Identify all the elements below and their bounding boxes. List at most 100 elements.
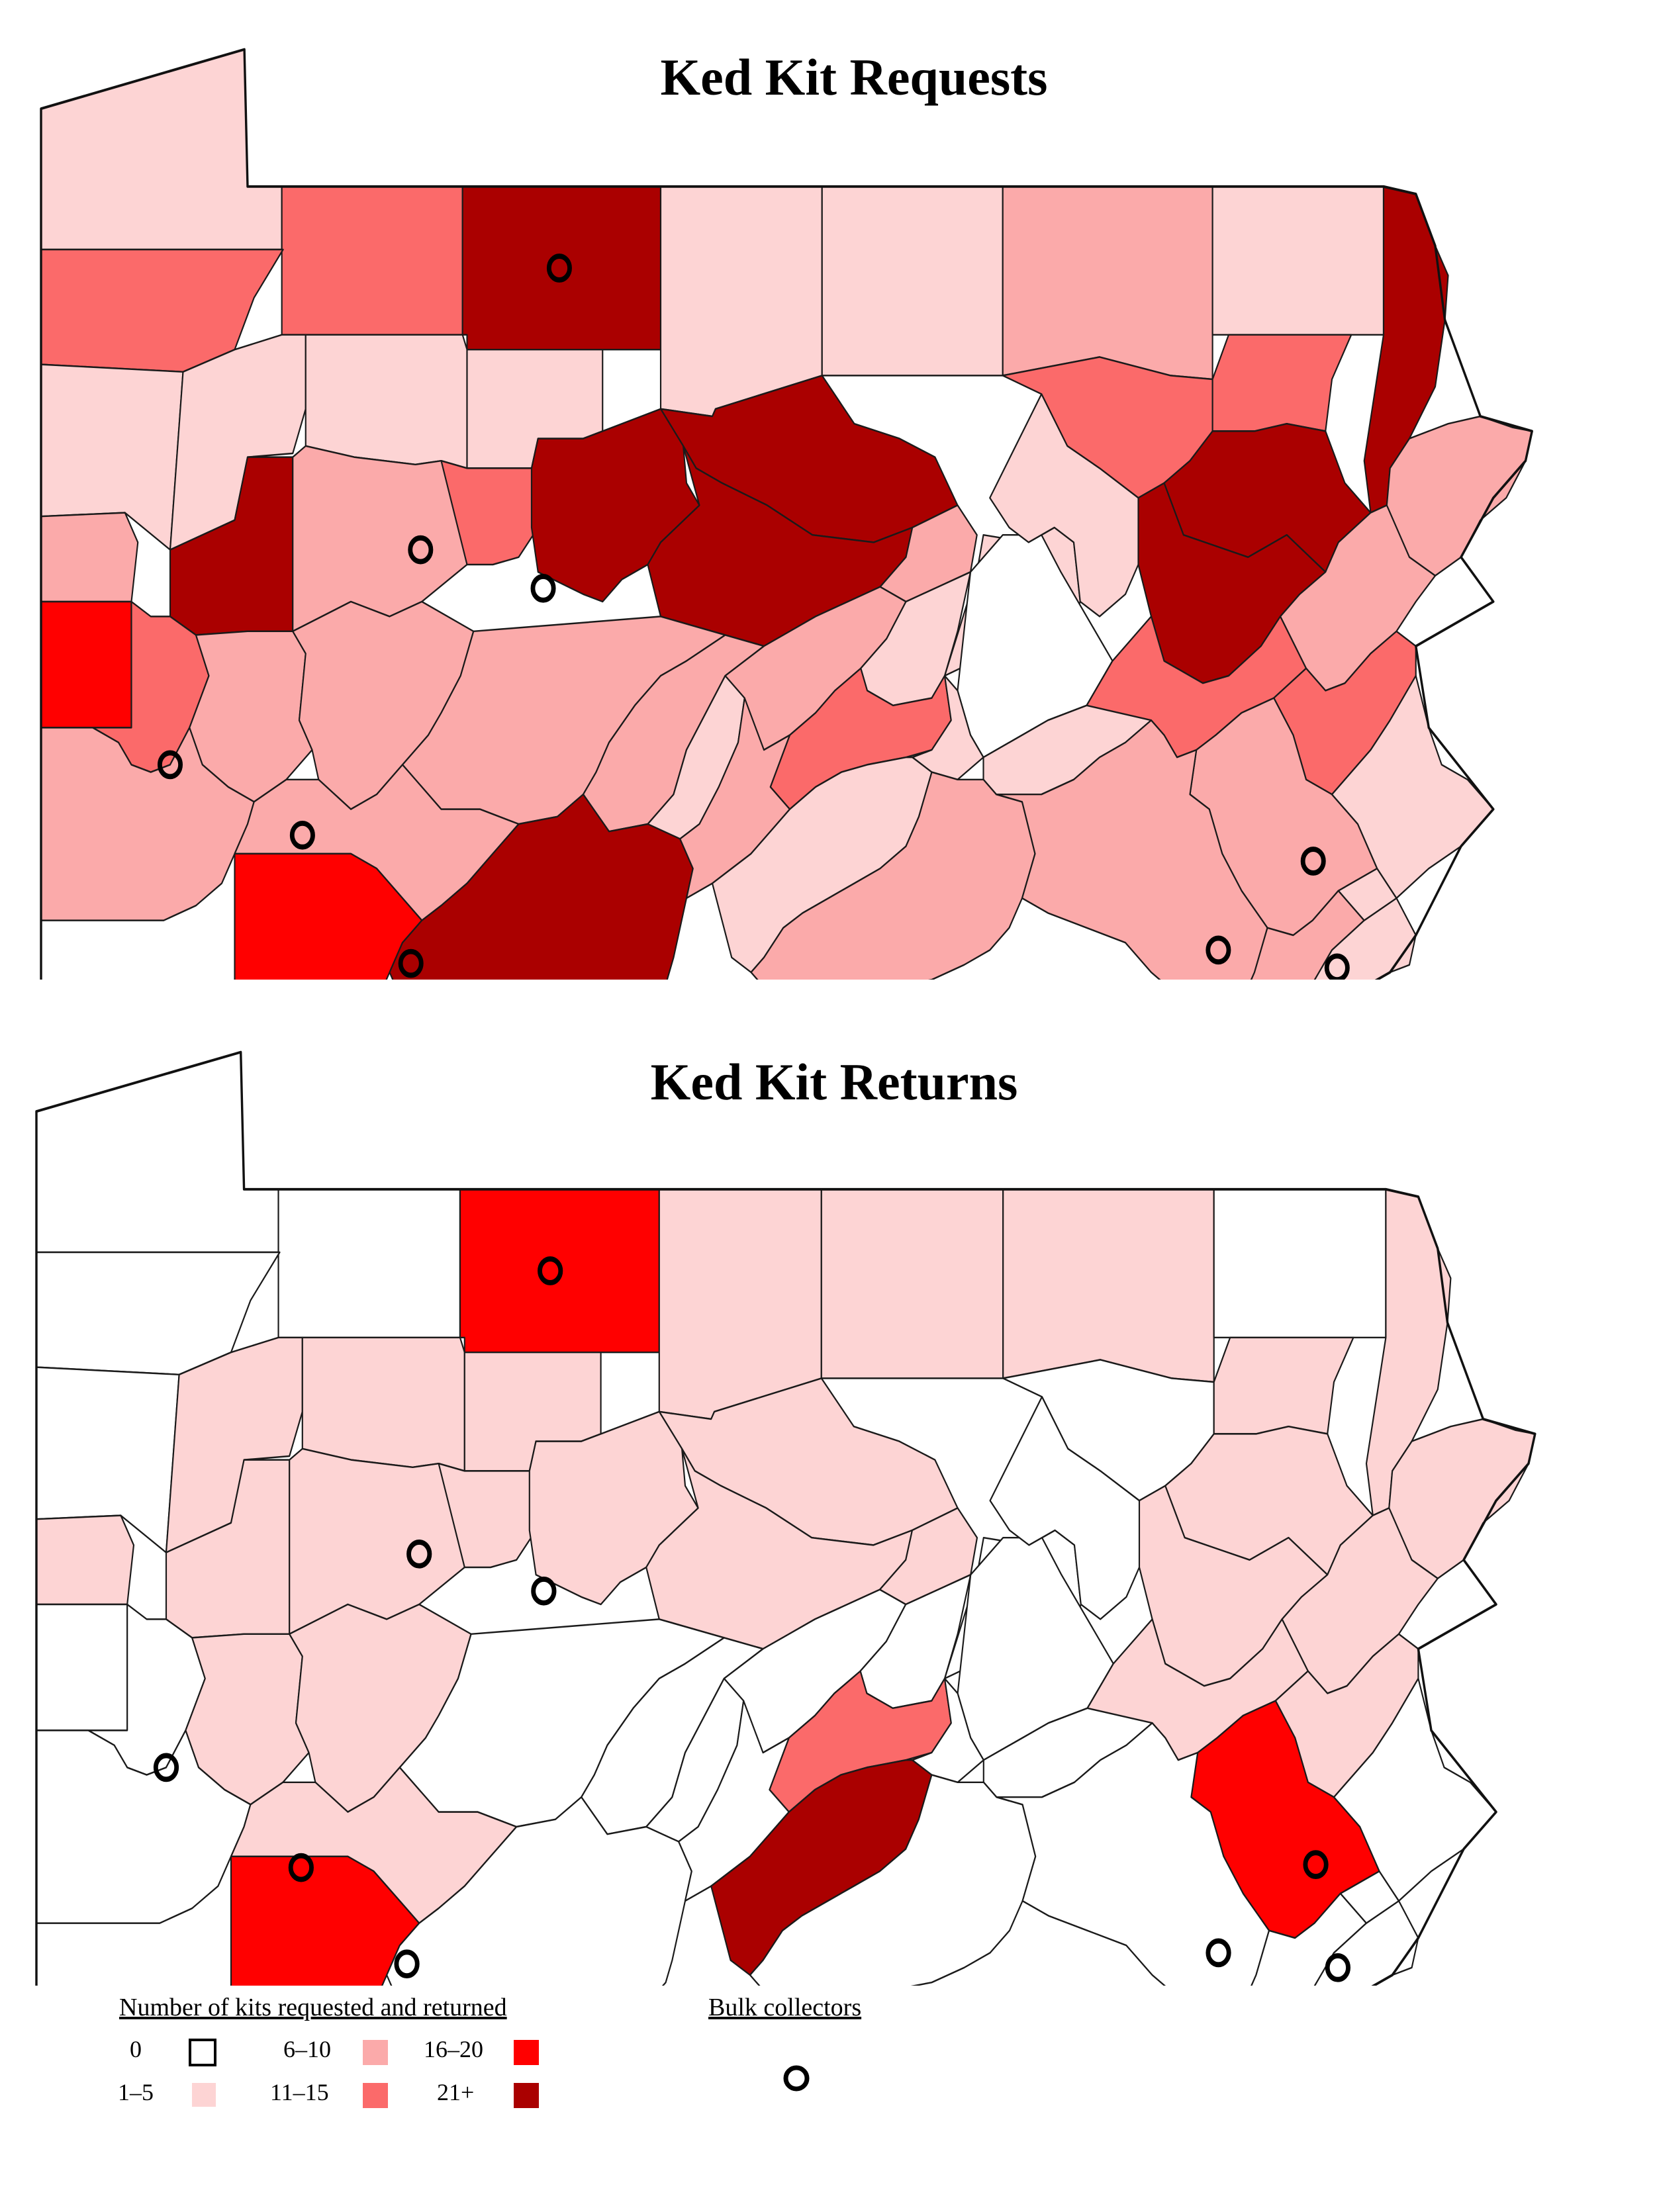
returns-county-r11 bbox=[165, 1336, 303, 1553]
legend-label-4: 16–20 bbox=[424, 2036, 483, 2062]
returns-county-r54 bbox=[1251, 1892, 1368, 1986]
returns-county-r21 bbox=[289, 1448, 465, 1636]
returns-county-r20 bbox=[165, 1459, 291, 1639]
returns-county-r26 bbox=[943, 1529, 1082, 1680]
legend-swatch-1 bbox=[192, 2083, 216, 2107]
returns-county-r7 bbox=[1213, 1188, 1387, 1339]
returns-county-r6 bbox=[1002, 1188, 1215, 1383]
returns-county-r18 bbox=[1388, 1418, 1536, 1580]
requests-bulk-collector-icon bbox=[1324, 953, 1350, 980]
returns-county-r48 bbox=[386, 1796, 692, 1986]
returns-county-r32 bbox=[35, 1603, 206, 1776]
requests-bulk-collector-icon bbox=[1206, 935, 1231, 965]
returns-county-r33 bbox=[185, 1633, 310, 1806]
returns-county-r42 bbox=[1086, 1618, 1309, 1761]
returns-county-r40 bbox=[911, 1677, 984, 1784]
returns-county-r45 bbox=[35, 1729, 252, 1924]
returns-county-r56 bbox=[1339, 1870, 1400, 1924]
returns-county-r9 bbox=[35, 1251, 281, 1376]
returns-county-r12 bbox=[301, 1336, 465, 1472]
requests-county-r18 bbox=[1386, 415, 1533, 577]
returns-county-r23 bbox=[528, 1410, 699, 1606]
requests-bulk-collector-icon bbox=[1300, 847, 1326, 876]
requests-bulk-collector-icon bbox=[398, 948, 424, 978]
returns-county-r25 bbox=[878, 1507, 978, 1606]
requests-county-r6 bbox=[1002, 185, 1213, 381]
returns-county-r27 bbox=[957, 1536, 1114, 1761]
requests-bulk-collector-icon bbox=[408, 535, 434, 565]
returns-bulk-collector-icon bbox=[288, 1853, 314, 1882]
returns-county-r47 bbox=[230, 1855, 420, 1986]
returns-county-r15 bbox=[1002, 1359, 1215, 1502]
requests-county-r16 bbox=[1211, 334, 1352, 432]
map-title-returns: Ked Kit Returns bbox=[650, 1053, 1018, 1111]
returns-county-r46 bbox=[230, 1767, 518, 1924]
returns-county-r10 bbox=[35, 1366, 180, 1553]
returns-county-r16 bbox=[1213, 1336, 1354, 1435]
legend-heading: Number of kits requested and returned bbox=[119, 1994, 507, 2021]
returns-bulk-collector-icon bbox=[394, 1949, 420, 1979]
returns-county-r28 bbox=[989, 1396, 1153, 1620]
legend-collector-icon bbox=[783, 2065, 810, 2092]
returns-county-r4 bbox=[658, 1188, 822, 1420]
requests-county-r57 bbox=[1331, 674, 1494, 899]
legend-label-1: 1–5 bbox=[118, 2079, 154, 2105]
returns-county-r37 bbox=[658, 1589, 907, 1843]
legend-swatch-3 bbox=[363, 2083, 388, 2108]
requests-bulk-collector-icon bbox=[546, 253, 572, 283]
returns-county-r52 bbox=[749, 1774, 1037, 1986]
returns-county-r34 bbox=[289, 1603, 472, 1813]
returns-county-r2 bbox=[277, 1188, 461, 1339]
returns-county-r29 bbox=[1138, 1485, 1329, 1687]
requests-county-r53 bbox=[995, 719, 1268, 980]
returns-bulk-collector-icon bbox=[406, 1540, 432, 1569]
returns-county-r22 bbox=[438, 1440, 557, 1569]
returns-county-r30 bbox=[1281, 1507, 1439, 1694]
returns-county-r53 bbox=[996, 1722, 1270, 1986]
returns-county-r51 bbox=[710, 1759, 933, 1976]
returns-bulk-collector-icon bbox=[1206, 1938, 1231, 1968]
requests-county-r31 bbox=[40, 600, 132, 729]
returns-county-r35 bbox=[399, 1618, 725, 1828]
map-title-requests: Ked Kit Requests bbox=[660, 48, 1048, 106]
returns-county-r55 bbox=[1313, 1900, 1419, 1986]
returns-county-r43 bbox=[1274, 1633, 1419, 1798]
returns-county-r3 bbox=[459, 1188, 660, 1354]
returns-county-r14 bbox=[658, 1377, 959, 1546]
returns-county-r8 bbox=[1365, 1188, 1452, 1516]
requests-county-r4 bbox=[659, 185, 823, 418]
requests-county-r12 bbox=[305, 334, 468, 469]
legend-label-2: 6–10 bbox=[283, 2036, 331, 2062]
returns-county-r5 bbox=[820, 1188, 1004, 1379]
legend-swatch-4 bbox=[514, 2040, 539, 2065]
returns-county-r44 bbox=[1190, 1700, 1380, 1939]
requests-bulk-collector-icon bbox=[530, 574, 556, 603]
returns-county-r38 bbox=[859, 1573, 972, 1710]
legend-label-3: 11–15 bbox=[270, 2079, 329, 2105]
returns-bulk-collector-icon bbox=[1325, 1953, 1350, 1982]
requests-bulk-collector-icon bbox=[157, 750, 183, 780]
returns-county-r41 bbox=[982, 1663, 1153, 1806]
collectors-heading: Bulk collectors bbox=[708, 1994, 861, 2021]
requests-county-r5 bbox=[821, 185, 1004, 377]
requests-county-r2 bbox=[281, 185, 463, 336]
requests-county-r3 bbox=[461, 185, 662, 351]
returns-bulk-collector-icon bbox=[153, 1753, 179, 1782]
returns-state-outline bbox=[35, 1050, 1537, 1986]
returns-county-r57 bbox=[1333, 1677, 1497, 1902]
returns-county-r49 bbox=[645, 1677, 745, 1843]
returns-bulk-collector-icon bbox=[538, 1256, 563, 1285]
legend-label-0: 0 bbox=[130, 2036, 142, 2062]
returns-county-r39 bbox=[769, 1670, 952, 1813]
returns-county-r17 bbox=[1164, 1425, 1374, 1576]
legend-label-5: 21+ bbox=[437, 2079, 474, 2105]
returns-county-r36 bbox=[581, 1637, 764, 1835]
legend-swatch-5 bbox=[514, 2083, 539, 2108]
requests-county-r7 bbox=[1211, 185, 1385, 336]
legend-swatch-2 bbox=[363, 2040, 388, 2065]
returns-county-r50 bbox=[678, 1700, 790, 1902]
requests-county-r28 bbox=[989, 393, 1153, 618]
requests-county-r19 bbox=[40, 512, 139, 603]
legend-swatch-0 bbox=[189, 2039, 216, 2066]
returns-bulk-collector-icon bbox=[531, 1577, 557, 1606]
